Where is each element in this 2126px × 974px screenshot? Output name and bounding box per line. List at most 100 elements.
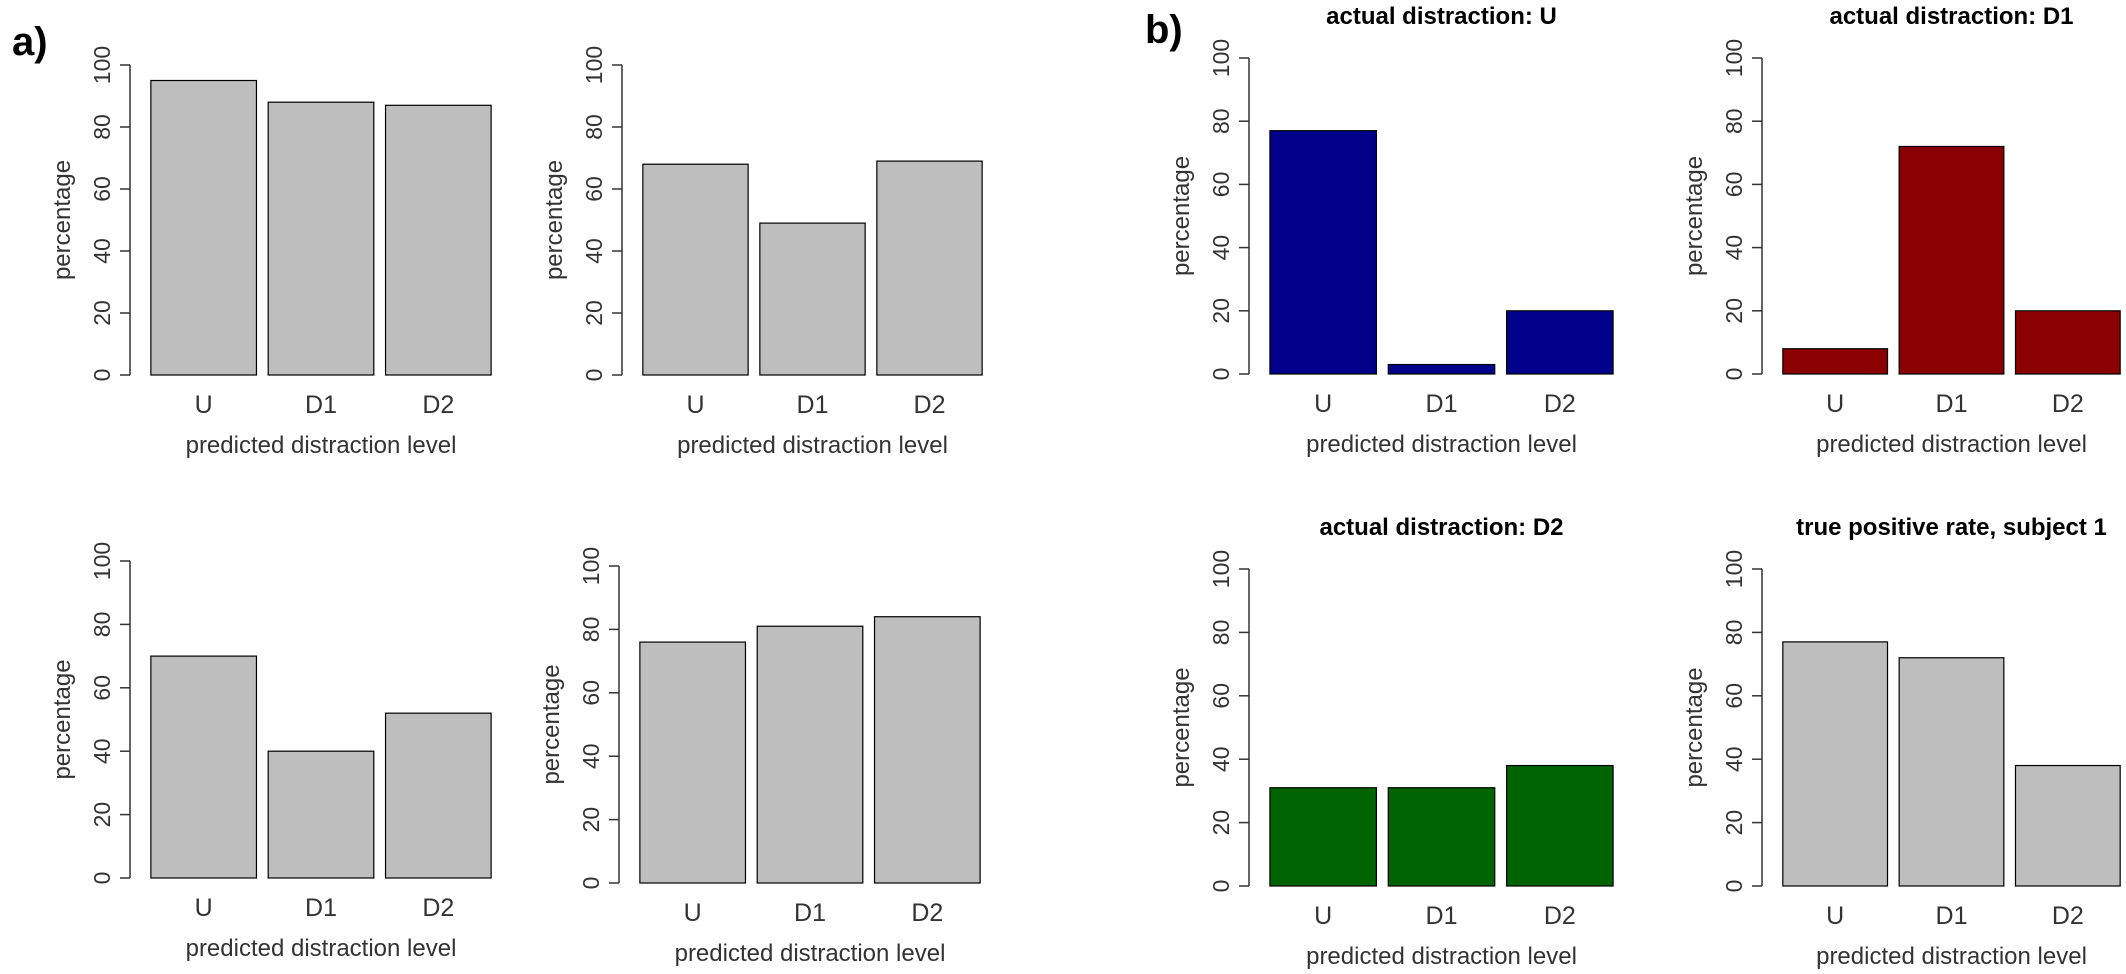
chart2-y-axis-title: percentage [541,160,568,280]
chart2-y-tick-label: 60 [581,176,607,202]
chart8-category-label: U [1826,902,1844,930]
chart5-y-tick-label: 100 [1208,39,1234,77]
chart1-category-label: U [195,391,213,419]
chart7-y-tick-label: 40 [1208,746,1234,772]
chart7-bar-d1 [1387,787,1496,887]
chart1-y-axis-title: percentage [49,160,76,280]
chart7-bar-u [1269,787,1378,887]
chart1-x-axis-title: predicted distraction level [186,432,457,459]
chart7-y-tick-label: 80 [1208,620,1234,646]
chart5-y-tick-label: 80 [1208,108,1234,134]
chart2-bar-d1 [759,222,866,376]
chart2-y-tick-label: 20 [581,300,607,326]
chart4-y-axis-title: percentage [538,664,565,784]
chart3-category-label: D2 [422,894,454,922]
chart5-category-label: D1 [1426,390,1458,418]
chart4-category-label: D1 [794,899,826,927]
chart6-bar-u [1782,348,1889,375]
chart3-category-label: D1 [305,894,337,922]
chart2-category-label: D1 [797,391,829,419]
chart5-y-tick-label: 0 [1208,368,1234,381]
chart6-y-tick-label: 100 [1721,39,1747,77]
chart1-category-label: D2 [422,391,454,419]
chart5-y-tick-label: 40 [1208,235,1234,261]
chart7-y-tick-label: 60 [1208,683,1234,709]
chart1-y-tick-label: 40 [89,238,115,264]
chart6-y-tick-label: 0 [1721,368,1747,381]
chart7-title: actual distraction: D2 [1319,514,1563,541]
chart8-bar-u [1782,641,1889,887]
chart3-bar-d1 [267,750,375,879]
chart8-category-label: D2 [2052,902,2084,930]
chart4-y-tick-label: 20 [578,807,604,833]
chart3-y-tick-label: 100 [89,542,115,580]
chart6-y-tick-label: 20 [1721,298,1747,324]
chart2-y-tick-label: 40 [581,238,607,264]
chart1-y-tick-label: 0 [89,369,115,382]
chart6-category-label: U [1826,390,1844,418]
chart1-y-tick-label: 100 [89,46,115,84]
chart3-bar-d2 [384,712,492,879]
chart6-y-tick-label: 80 [1721,108,1747,134]
chart1-bar-d2 [384,104,492,376]
chart8-x-axis-title: predicted distraction level [1816,943,2087,970]
chart1-y-tick-label: 60 [89,176,115,202]
chart7-category-label: D1 [1426,902,1458,930]
chart1-bar-u [150,79,258,376]
chart8-y-axis-title: percentage [1681,667,1708,787]
chart3-category-label: U [195,894,213,922]
chart2-x-axis-title: predicted distraction level [677,432,948,459]
chart4-bar-d2 [873,616,981,884]
chart8-y-tick-label: 40 [1721,746,1747,772]
chart4-bar-d1 [756,625,864,884]
chart6-y-tick-label: 40 [1721,235,1747,261]
chart8-title: true positive rate, subject 1 [1796,514,2107,541]
chart4-bar-u [639,641,747,884]
chart5-y-axis-title: percentage [1168,156,1195,276]
chart5-bar-d1 [1387,363,1496,375]
chart6-y-tick-label: 60 [1721,172,1747,198]
chart8-y-tick-label: 60 [1721,683,1747,709]
chart5-category-label: D2 [1544,390,1576,418]
chart3-y-axis-title: percentage [49,659,76,779]
panel-label-b: b) [1145,8,1183,52]
chart1-bar-d1 [267,101,375,376]
chart8-category-label: D1 [1936,902,1968,930]
chart7-y-axis-title: percentage [1168,667,1195,787]
panel-label-a: a) [12,20,48,64]
chart2-y-tick-label: 0 [581,369,607,382]
chart7-bar-d2 [1505,764,1614,887]
chart8-y-tick-label: 20 [1721,810,1747,836]
chart6-category-label: D2 [2052,390,2084,418]
chart3-y-tick-label: 80 [89,612,115,638]
chart8-bar-d2 [2014,764,2121,887]
chart8-bar-d1 [1898,657,2005,887]
chart6-y-axis-title: percentage [1681,156,1708,276]
chart3-y-tick-label: 20 [89,802,115,828]
chart8-y-tick-label: 100 [1721,550,1747,588]
chart7-y-tick-label: 100 [1208,550,1234,588]
chart2-y-tick-label: 80 [581,114,607,140]
chart3-y-tick-label: 0 [89,872,115,885]
chart7-x-axis-title: predicted distraction level [1306,943,1577,970]
chart4-x-axis-title: predicted distraction level [675,940,946,967]
chart4-y-tick-label: 60 [578,680,604,706]
chart3-bar-u [150,655,258,879]
chart3-y-tick-label: 60 [89,675,115,701]
chart6-bar-d1 [1898,145,2005,375]
chart5-bar-u [1269,130,1378,375]
chart1-category-label: D1 [305,391,337,419]
chart5-y-tick-label: 60 [1208,172,1234,198]
chart1-y-tick-label: 20 [89,300,115,326]
chart7-category-label: D2 [1544,902,1576,930]
chart6-category-label: D1 [1936,390,1968,418]
chart5-title: actual distraction: U [1326,3,1557,30]
chart5-x-axis-title: predicted distraction level [1306,431,1577,458]
chart6-bar-d2 [2014,310,2121,375]
chart2-bar-u [642,163,749,376]
chart4-category-label: U [684,899,702,927]
chart2-bar-d2 [876,160,983,376]
chart4-y-tick-label: 80 [578,617,604,643]
chart4-y-tick-label: 100 [578,547,604,585]
